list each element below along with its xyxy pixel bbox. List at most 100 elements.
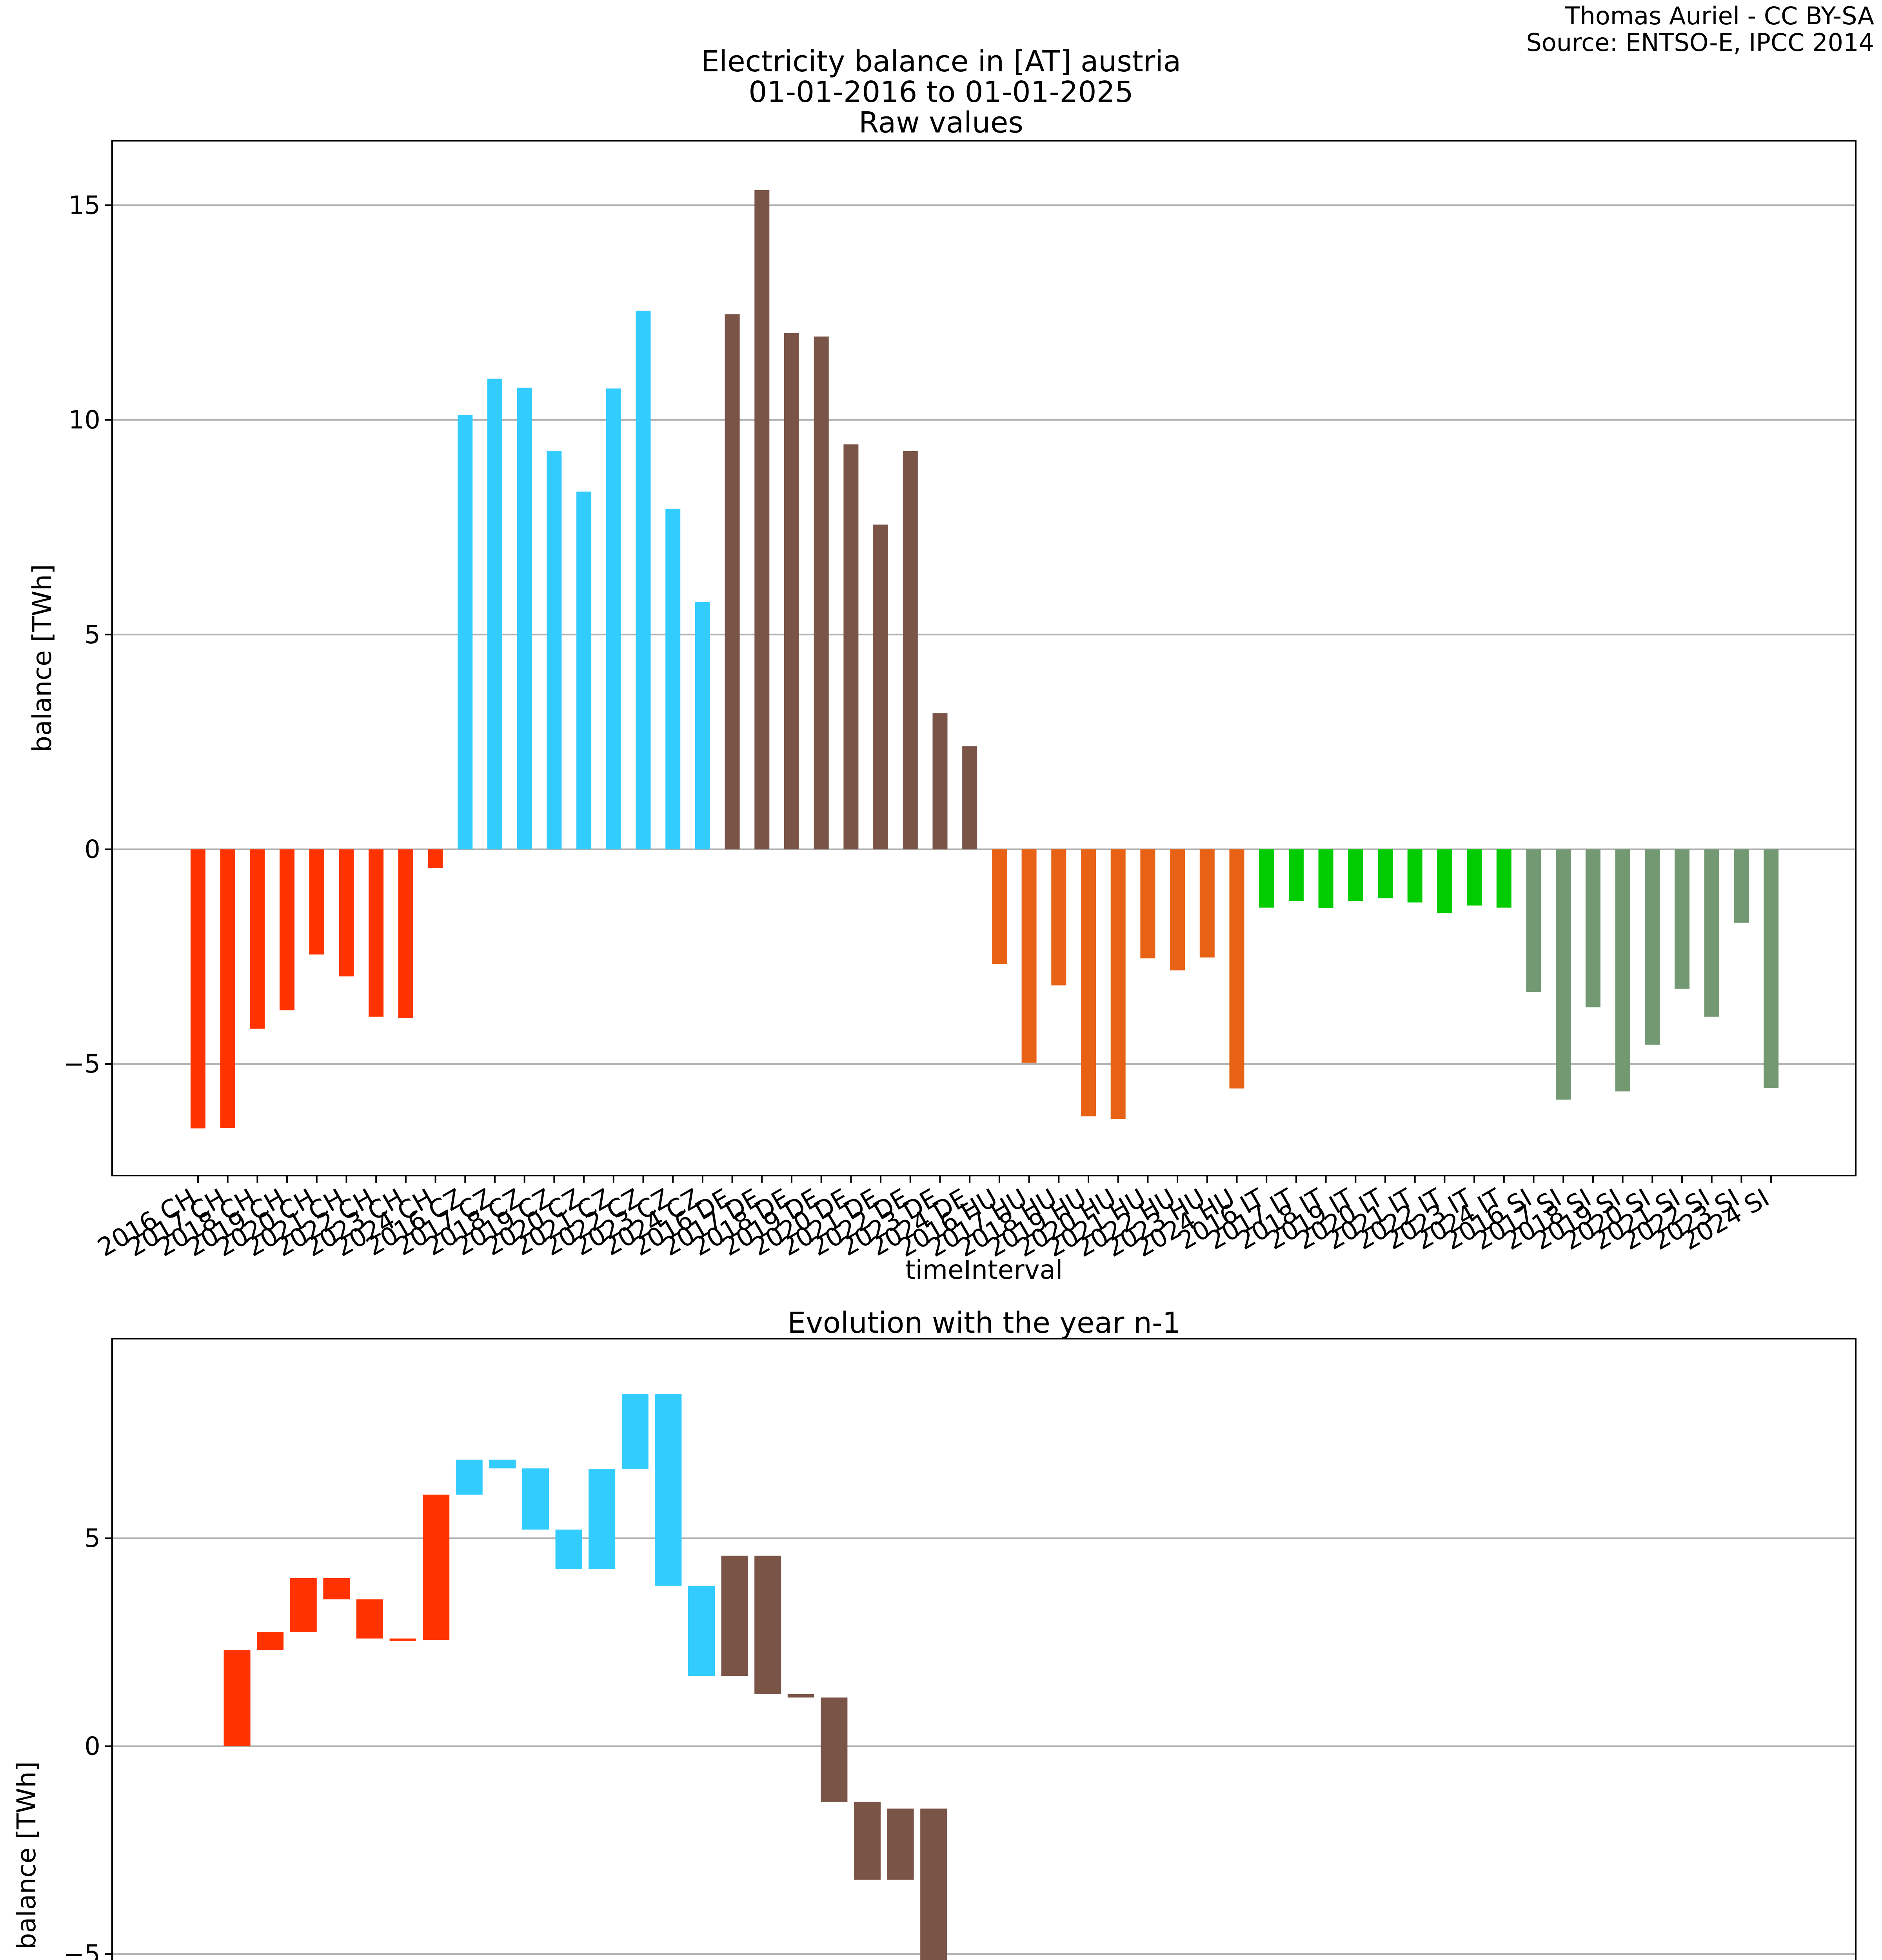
waterfall-bar-2023-DE — [920, 1808, 947, 1960]
bar-2016-DE — [725, 314, 740, 849]
y-tick-label: −5 — [64, 1050, 100, 1079]
waterfall-bar-2017-CZ — [456, 1459, 483, 1495]
bar-2024-CH — [428, 849, 443, 868]
figure-title-line1: Electricity balance in [AT] austria — [701, 45, 1181, 78]
bar-2018-DE — [784, 333, 799, 849]
bar-2021-CZ — [606, 388, 621, 849]
chart2-gridlines — [112, 1537, 1856, 1955]
bar-2017-CZ — [487, 378, 502, 849]
y-tick-label: 5 — [84, 1524, 100, 1553]
bar-2021-SI — [1675, 849, 1689, 989]
waterfall-bar-2020-DE — [821, 1697, 848, 1802]
chart1-y-axis: −5 0 5 10 15 — [64, 191, 112, 1079]
waterfall-bar-2023-CZ — [655, 1394, 682, 1586]
bar-2022-SI — [1704, 849, 1719, 1017]
bar-2020-CZ — [576, 491, 592, 849]
y-tick-label: 10 — [69, 406, 100, 435]
bar-2017-CH — [220, 849, 235, 1128]
bar-2019-DE — [814, 336, 829, 849]
figure-title-line2: 01-01-2016 to 01-01-2025 — [748, 75, 1133, 109]
bar-2018-CZ — [517, 387, 532, 849]
bar-2022-CZ — [636, 310, 651, 849]
bar-2020-HU — [1110, 849, 1126, 1119]
y-tick-label: −5 — [64, 1940, 100, 1960]
bar-2018-HU — [1051, 849, 1066, 985]
bar-2021-HU — [1140, 849, 1155, 958]
y-tick-label: 0 — [84, 1732, 100, 1761]
waterfall-bar-2017-DE — [721, 1555, 748, 1676]
bar-2018-CH — [250, 849, 265, 1029]
bar-2024-DE — [962, 746, 977, 849]
bar-2022-DE — [903, 451, 918, 849]
chart2-title: Evolution with the year n-1 — [787, 1306, 1181, 1340]
bar-2024-HU — [1229, 849, 1244, 1089]
chart1-title: Raw values — [859, 106, 1023, 140]
chart2-bars — [223, 1394, 947, 1960]
y-tick-label: 5 — [84, 621, 100, 650]
bar-2016-IT — [1259, 849, 1274, 908]
bar-2017-IT — [1288, 849, 1304, 901]
waterfall-bar-2022-CH — [356, 1599, 383, 1639]
bar-2018-IT — [1318, 849, 1333, 908]
waterfall-bar-2019-DE — [787, 1694, 814, 1698]
bar-2016-HU — [992, 849, 1007, 964]
bar-2024-IT — [1496, 849, 1511, 908]
bar-2016-SI — [1526, 849, 1541, 992]
waterfall-bar-2024-CZ — [688, 1586, 715, 1676]
bar-2023-CZ — [665, 508, 681, 849]
waterfall-bar-2021-CZ — [589, 1469, 616, 1569]
chart1-y-axis-label: balance [TWh] — [27, 564, 57, 752]
y-tick-label: 15 — [69, 191, 100, 220]
waterfall-bar-2022-DE — [887, 1808, 914, 1880]
bar-2023-IT — [1467, 849, 1482, 906]
bar-2019-CH — [280, 849, 295, 1011]
waterfall-bar-2018-DE — [754, 1555, 781, 1694]
waterfall-bar-2020-CH — [290, 1578, 317, 1632]
bar-2021-DE — [873, 524, 888, 849]
bar-2022-IT — [1437, 849, 1452, 913]
bar-2017-SI — [1556, 849, 1571, 1100]
bar-2024-SI — [1764, 849, 1779, 1088]
bar-2021-IT — [1407, 849, 1422, 903]
chart2-frame — [111, 1338, 1857, 1960]
bar-2017-DE — [754, 190, 770, 849]
bar-2023-SI — [1734, 849, 1749, 923]
bar-2016-CZ — [458, 414, 473, 849]
waterfall-bar-2022-CZ — [621, 1394, 649, 1470]
bar-2017-HU — [1021, 849, 1037, 1063]
bar-2019-SI — [1615, 849, 1630, 1092]
waterfall-bar-2018-CZ — [489, 1459, 516, 1468]
bar-2022-HU — [1170, 849, 1185, 971]
waterfall-bar-2019-CH — [257, 1632, 284, 1650]
bar-2020-IT — [1378, 849, 1393, 898]
waterfall-bar-2024-CH — [423, 1494, 450, 1640]
bar-2024-CZ — [695, 602, 710, 849]
bar-2019-CZ — [547, 450, 562, 849]
bar-2019-HU — [1081, 849, 1096, 1116]
bar-2019-IT — [1348, 849, 1363, 902]
bar-2023-HU — [1199, 849, 1215, 958]
bar-2023-DE — [932, 713, 948, 849]
bar-2021-CH — [339, 849, 354, 976]
y-tick-label: 0 — [84, 835, 100, 864]
bar-2020-SI — [1645, 849, 1660, 1045]
bar-2016-CH — [191, 849, 205, 1129]
chart1-x-axis-label: timeInterval — [905, 1255, 1063, 1285]
bar-2018-SI — [1585, 849, 1600, 1007]
bar-2020-CH — [309, 849, 324, 955]
waterfall-bar-2023-CH — [389, 1638, 416, 1641]
bar-2020-DE — [843, 444, 859, 849]
attribution-author: Thomas Auriel - CC BY-SA — [1565, 2, 1874, 30]
attribution-source: Source: ENTSO-E, IPCC 2014 — [1526, 28, 1874, 57]
waterfall-bar-2021-DE — [854, 1802, 881, 1880]
bar-2022-CH — [369, 849, 384, 1017]
waterfall-bar-2018-CH — [223, 1650, 251, 1746]
chart1-bars — [191, 190, 1779, 1129]
chart2-y-axis-label: balance [TWh] — [11, 1761, 42, 1949]
bar-2023-CH — [398, 849, 413, 1018]
chart1-frame — [111, 140, 1857, 1176]
